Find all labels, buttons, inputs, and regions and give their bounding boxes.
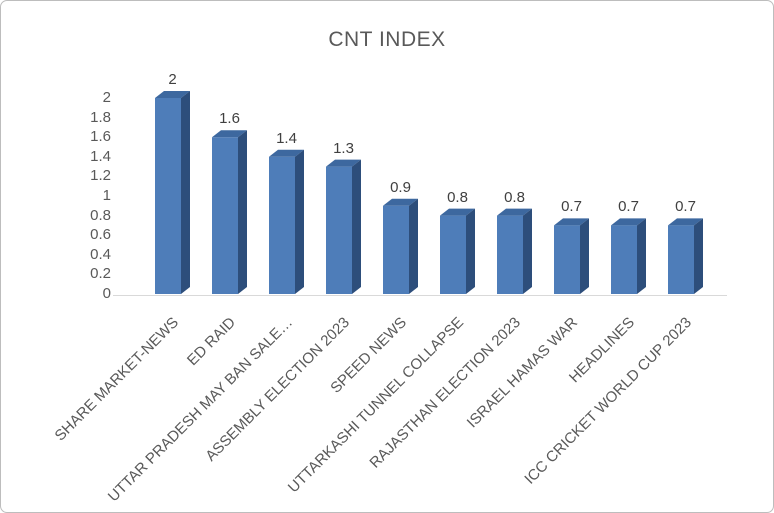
y-axis-tick-label: 0.6 [90, 226, 111, 244]
bar-9[interactable] [611, 218, 646, 294]
bar-6[interactable] [440, 208, 475, 294]
bar-side-face [238, 130, 247, 294]
y-axis-tick-label: 0 [102, 285, 111, 302]
data-label: 1.3 [333, 139, 354, 157]
bar-3[interactable] [269, 149, 304, 294]
bar-front-face [212, 137, 238, 294]
data-label: 0.8 [504, 188, 525, 206]
bar-side-face [694, 218, 703, 294]
bar-5[interactable] [383, 198, 418, 294]
y-axis-tick-label: 0.4 [90, 245, 111, 263]
bar-top-face [554, 218, 589, 226]
bar-10[interactable] [668, 218, 703, 294]
bar-front-face [497, 215, 523, 294]
bar-top-face [269, 149, 304, 157]
bar-4[interactable] [326, 159, 361, 294]
bar-2[interactable] [212, 130, 247, 294]
y-axis-tick-label: 2 [102, 89, 111, 106]
data-label: 0.7 [618, 198, 639, 216]
data-label: 1.6 [219, 110, 240, 128]
data-label: 0.9 [390, 178, 411, 196]
bar-front-face [269, 156, 295, 294]
bar-front-face [554, 225, 580, 294]
data-label: 2 [168, 71, 177, 88]
bar-side-face [523, 208, 532, 294]
bar-7[interactable] [497, 208, 532, 294]
bar-side-face [637, 218, 646, 294]
y-axis-tick-label: 1.4 [90, 147, 111, 165]
bar-side-face [352, 159, 361, 294]
bar-top-face [440, 208, 475, 216]
y-axis-tick-label: 0.8 [90, 206, 111, 224]
bar-side-face [295, 149, 304, 294]
bar-side-face [409, 198, 418, 294]
bar-top-face [212, 130, 247, 138]
data-label: 0.7 [675, 198, 696, 216]
bar-top-face [611, 218, 646, 226]
bar-side-face [580, 218, 589, 294]
bar-1[interactable] [155, 91, 190, 294]
y-axis-tick-label: 1 [102, 187, 111, 204]
bar-top-face [155, 91, 190, 98]
y-axis-tick-label: 1.6 [90, 128, 111, 146]
bar-front-face [668, 225, 694, 294]
bar-top-face [383, 198, 418, 206]
y-axis-tick-label: 1.2 [90, 167, 111, 185]
y-axis-tick-label: 0.2 [90, 265, 111, 283]
data-label: 1.4 [276, 129, 297, 147]
data-label: 0.8 [447, 188, 468, 206]
bar-top-face [497, 208, 532, 216]
y-axis-tick-label: 1.8 [90, 108, 111, 126]
bar-top-face [326, 159, 361, 167]
bar-front-face [383, 205, 409, 294]
bar-top-face [668, 218, 703, 226]
bar-front-face [155, 98, 181, 294]
bar-front-face [326, 166, 352, 294]
bar-front-face [611, 225, 637, 294]
bar-8[interactable] [554, 218, 589, 294]
bar-side-face [466, 208, 475, 294]
bar-side-face [181, 91, 190, 294]
chart-title: CNT INDEX [328, 28, 446, 51]
data-label: 0.7 [561, 198, 582, 216]
bar-front-face [440, 215, 466, 294]
